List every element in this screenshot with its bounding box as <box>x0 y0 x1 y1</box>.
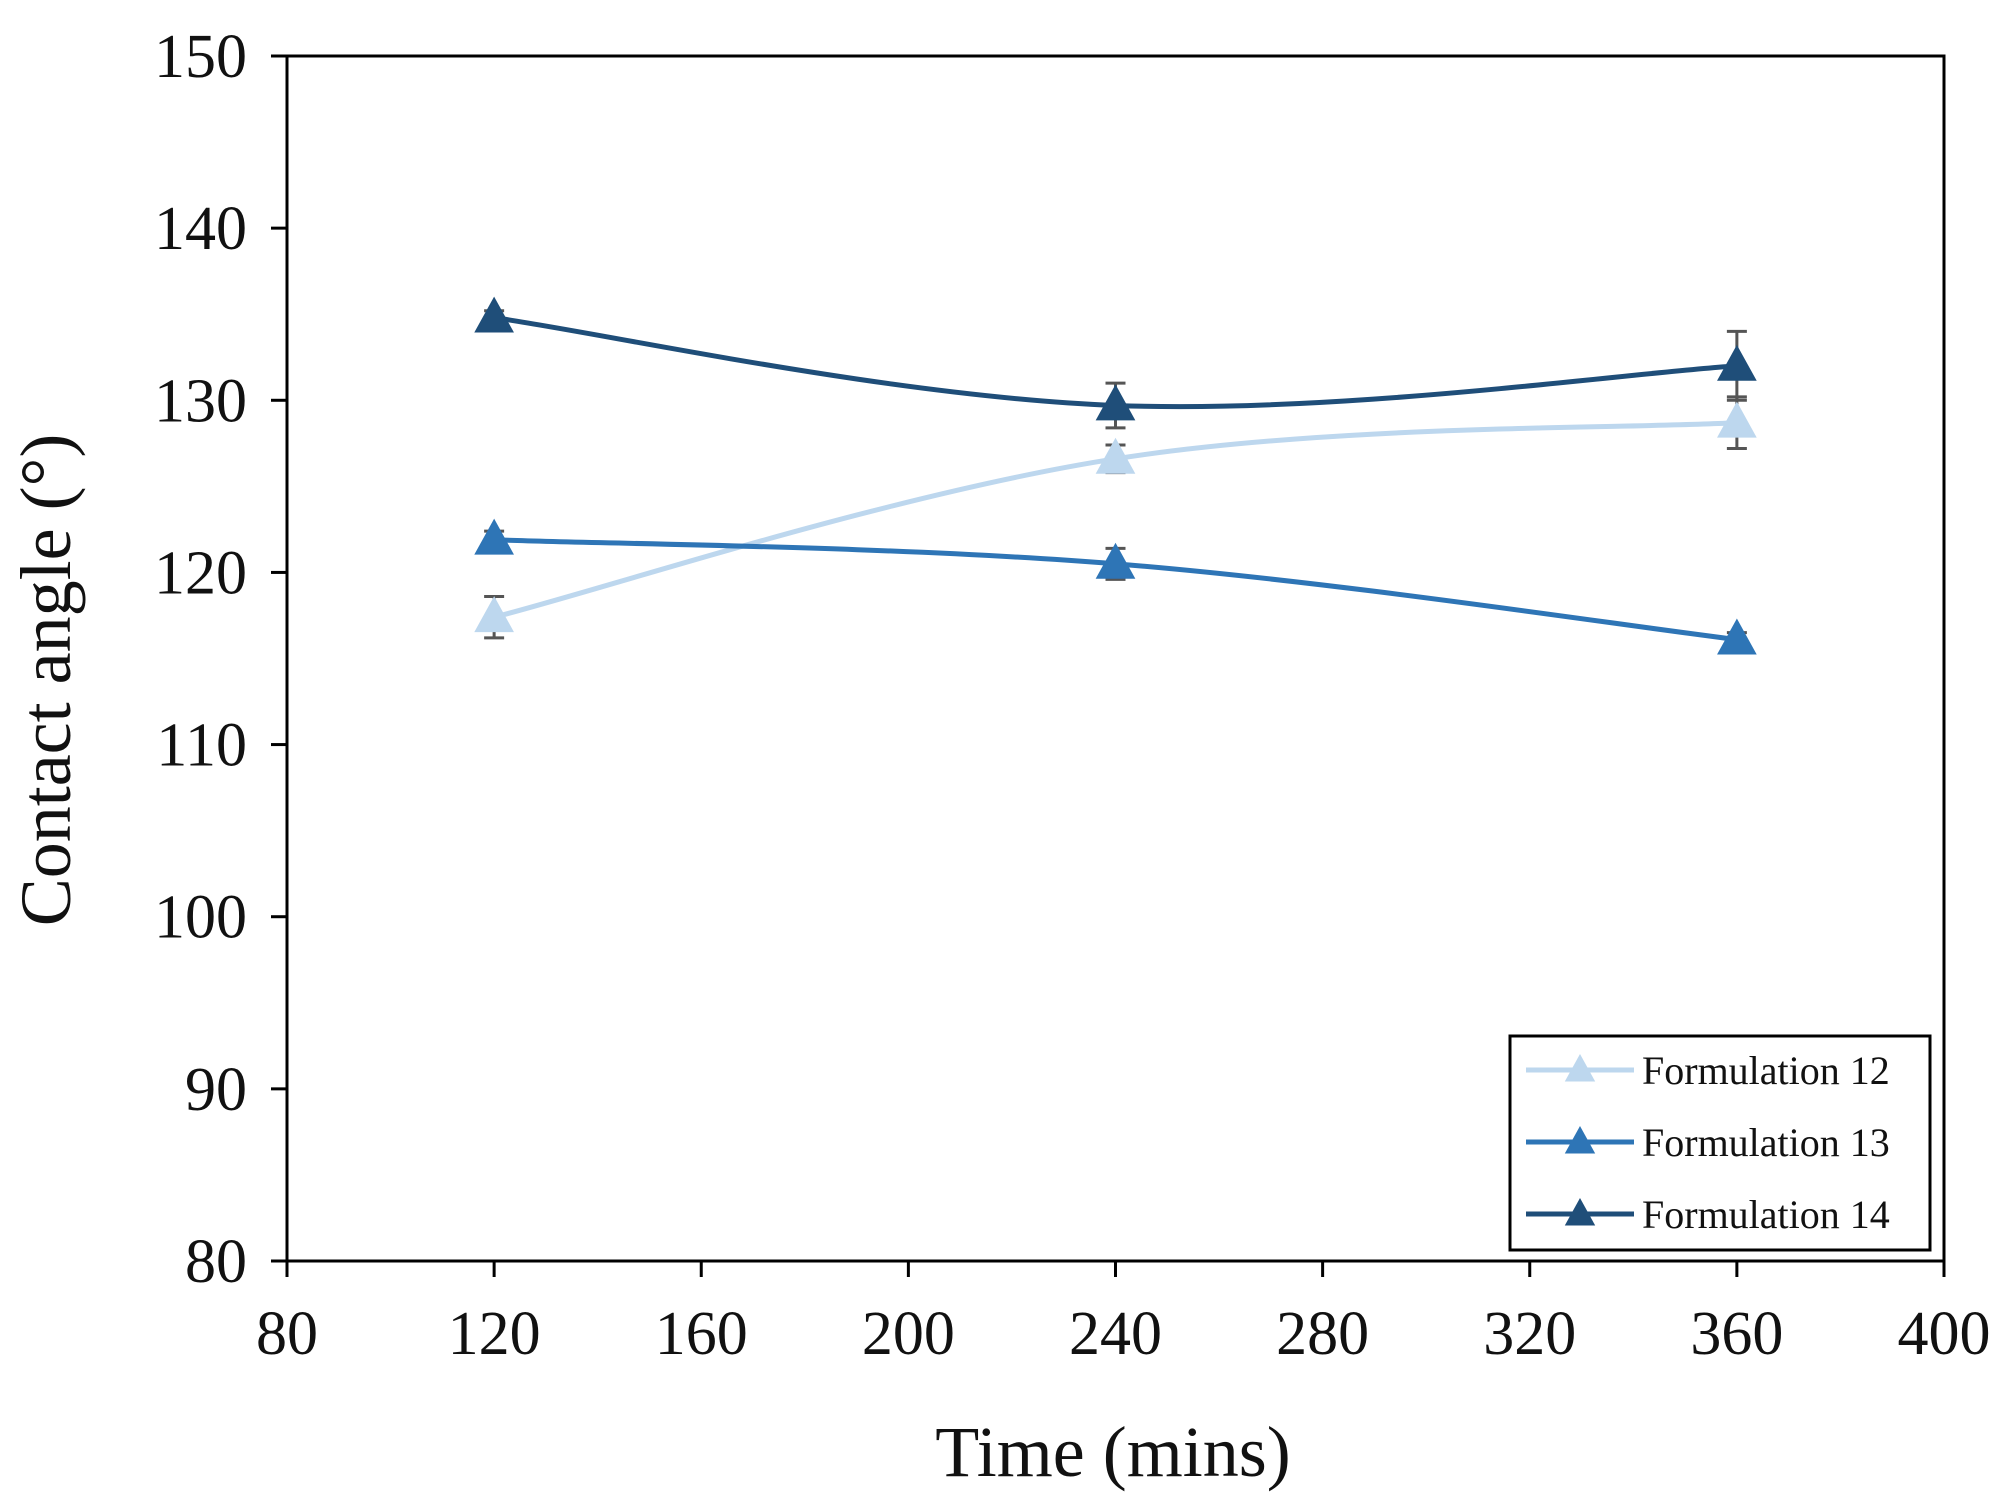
data-point <box>474 518 514 555</box>
y-tick-label: 100 <box>154 884 247 952</box>
x-tick-label: 80 <box>256 1300 318 1368</box>
data-point <box>1717 618 1757 655</box>
series-layer <box>474 296 1757 655</box>
x-tick-label: 160 <box>655 1300 748 1368</box>
y-tick-label: 120 <box>154 539 247 607</box>
data-point <box>1095 437 1136 474</box>
x-tick-label: 240 <box>1069 1300 1162 1368</box>
x-tick-label: 360 <box>1690 1300 1783 1368</box>
x-tick-label: 320 <box>1483 1300 1576 1368</box>
legend-label: Formulation 14 <box>1642 1192 1890 1237</box>
axes: 80 90 100 110 120 130 140 150 80 120 160 200 240 280 3… <box>154 23 1991 1368</box>
legend-marker <box>1564 1126 1596 1154</box>
x-tick-label: 280 <box>1276 1300 1369 1368</box>
legend-label: Formulation 12 <box>1642 1048 1890 1093</box>
legend-label: Formulation 13 <box>1642 1120 1890 1165</box>
y-tick-label: 130 <box>154 367 247 435</box>
y-tick-label: 90 <box>185 1056 247 1124</box>
series-3 <box>474 296 1757 430</box>
y-tick-label: 140 <box>154 195 247 263</box>
x-tick-label: 200 <box>862 1300 955 1368</box>
y-tick-label: 110 <box>156 712 247 780</box>
series-2 <box>474 518 1757 655</box>
data-point <box>474 296 514 333</box>
series-1 <box>474 395 1757 640</box>
y-axis-title: Contact angle (°) <box>6 434 86 927</box>
data-point <box>1717 344 1757 381</box>
y-tick-label: 80 <box>185 1228 247 1296</box>
legend: Formulation 12 Formulation 13 Formulation … <box>1508 1034 1932 1252</box>
x-tick-label: 400 <box>1898 1300 1991 1368</box>
legend-marker <box>1564 1054 1596 1082</box>
x-tick-label: 120 <box>448 1300 541 1368</box>
data-point <box>1095 384 1136 421</box>
data-point <box>1717 401 1757 438</box>
data-point <box>474 596 514 633</box>
legend-marker <box>1564 1198 1596 1226</box>
x-axis-title: Time (mins) <box>935 1412 1290 1492</box>
data-point <box>1095 542 1136 579</box>
y-tick-label: 150 <box>154 23 247 91</box>
